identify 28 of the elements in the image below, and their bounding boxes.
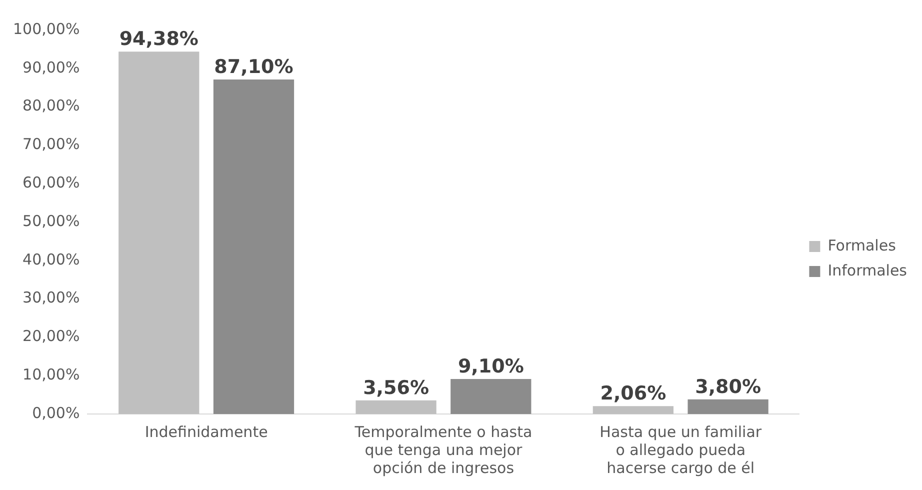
y-tick-label: 80,00% <box>22 96 80 115</box>
y-tick-label: 60,00% <box>22 173 80 192</box>
y-tick-label: 100,00% <box>12 20 80 38</box>
bar <box>118 52 200 414</box>
data-label: 2,06% <box>600 382 666 405</box>
y-tick-label: 90,00% <box>22 58 80 76</box>
legend-label: Informales <box>828 261 908 280</box>
data-label: 3,56% <box>363 376 429 399</box>
y-tick-label: 30,00% <box>22 288 80 307</box>
bar <box>213 80 294 414</box>
bar <box>356 400 436 414</box>
data-label: 3,80% <box>695 376 762 398</box>
y-tick-label: 50,00% <box>22 212 80 230</box>
x-tick-label: Temporalmente o hasta que tenga una mejor opción de ingresos <box>354 422 532 477</box>
bar <box>450 379 532 414</box>
y-tick-label: 40,00% <box>22 250 80 268</box>
y-tick-label: 0,00% <box>32 404 80 422</box>
bar <box>688 399 768 414</box>
y-tick-label: 20,00% <box>22 327 80 346</box>
data-label: 87,10% <box>214 56 294 78</box>
legend-label: Formales <box>828 236 896 254</box>
bar <box>592 406 674 414</box>
data-label: 9,10% <box>458 355 524 378</box>
data-label: 94,38% <box>119 28 198 50</box>
y-tick-label: 70,00% <box>22 135 80 154</box>
x-tick-label: Indefinidamente <box>144 422 268 441</box>
x-tick-label: Hasta que un familiar o allegado pueda hacerse cargo de él <box>600 422 762 477</box>
y-tick-label: 10,00% <box>22 365 80 384</box>
